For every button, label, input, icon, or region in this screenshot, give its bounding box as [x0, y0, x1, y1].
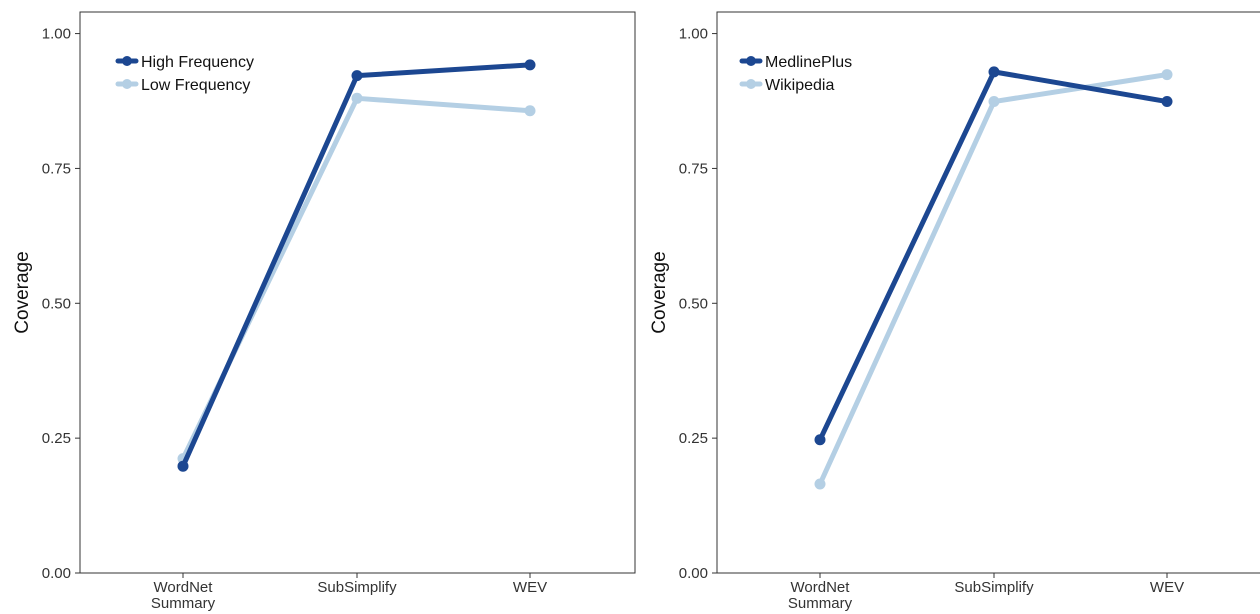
y-tick-label: 0.75: [679, 160, 708, 177]
chart-panel-2: 0.00 0.25 0.50 0.75 1.00 WordNet Summary SubSim…: [649, 11, 1260, 612]
data-point: [988, 96, 1000, 108]
y-tick-label: 1.00: [42, 26, 71, 43]
series-line-wikipedia: [817, 72, 1170, 487]
y-tick-label: 0.00: [679, 565, 708, 582]
legend-label: MedlinePlus: [765, 54, 852, 71]
legend-label: Low Frequency: [141, 77, 250, 94]
legend-label: Wikipedia: [765, 77, 834, 94]
series-line-low-frequency: [180, 95, 533, 462]
data-point: [1161, 96, 1173, 108]
y-axis-title: Coverage: [12, 251, 33, 333]
data-point: [177, 460, 189, 472]
y-tick-label: 0.00: [42, 565, 71, 582]
legend-key-point: [746, 56, 756, 66]
data-point: [524, 59, 536, 71]
legend-key-point: [122, 56, 132, 66]
data-point: [351, 70, 363, 82]
data-point: [988, 66, 1000, 78]
y-tick-label: 0.50: [42, 295, 71, 312]
data-point: [524, 105, 536, 117]
y-axis-title: Coverage: [649, 251, 670, 333]
legend-label: High Frequency: [141, 54, 254, 71]
chart-panel-1: 0.00 0.25 0.50 0.75 1.00 WordNet Summary SubSim…: [12, 11, 636, 612]
legend-key-point: [122, 79, 132, 89]
data-point: [351, 92, 363, 104]
data-point: [814, 478, 826, 490]
y-tick-label: 0.50: [679, 295, 708, 312]
legend-key-point: [746, 79, 756, 89]
y-tick-label: 0.25: [42, 430, 71, 447]
panel-border: [716, 11, 1260, 574]
x-tick-label: WordNet Summary: [151, 579, 216, 612]
y-tick-label: 0.25: [679, 430, 708, 447]
series-line-medlineplus: [817, 69, 1170, 443]
x-tick-label: SubSimplify: [954, 579, 1034, 596]
series-line-high-frequency: [180, 62, 533, 469]
x-tick-label: WEV: [513, 579, 547, 596]
x-tick-label: WEV: [1150, 579, 1184, 596]
x-tick-label: SubSimplify: [317, 579, 397, 596]
data-point: [814, 434, 826, 446]
y-tick-label: 1.00: [679, 26, 708, 43]
data-point: [1161, 69, 1173, 81]
y-tick-label: 0.75: [42, 160, 71, 177]
x-tick-label: WordNet Summary: [788, 579, 853, 612]
